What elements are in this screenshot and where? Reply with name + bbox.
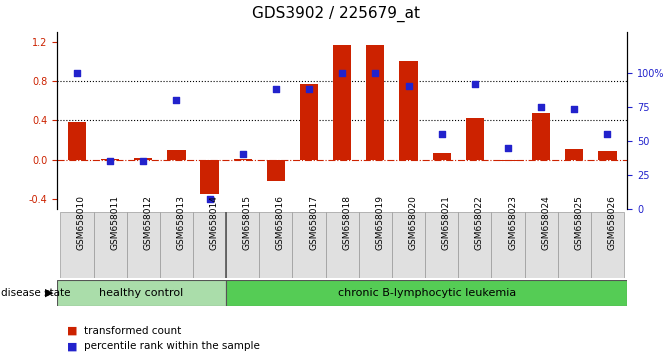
Text: GSM658026: GSM658026 [607, 195, 617, 250]
Text: percentile rank within the sample: percentile rank within the sample [84, 341, 260, 351]
Bar [160, 212, 193, 278]
Text: GSM658016: GSM658016 [276, 195, 285, 250]
Bar [433, 153, 451, 160]
Bar [293, 212, 325, 278]
Bar [201, 160, 219, 194]
Text: healthy control: healthy control [99, 288, 184, 298]
Bar [300, 84, 318, 160]
Point [470, 81, 480, 86]
Text: GSM658024: GSM658024 [541, 195, 550, 250]
Bar [591, 212, 624, 278]
Bar [558, 212, 591, 278]
Text: GSM658019: GSM658019 [375, 195, 384, 250]
Bar [491, 212, 525, 278]
Text: transformed count: transformed count [84, 326, 181, 336]
Text: GSM658017: GSM658017 [309, 195, 318, 250]
Text: GSM658012: GSM658012 [143, 195, 152, 250]
Point [436, 131, 447, 137]
Bar [226, 212, 259, 278]
Bar [565, 149, 584, 160]
Point [503, 145, 513, 150]
Bar [466, 118, 484, 160]
Bar [267, 160, 285, 181]
Text: ▶: ▶ [46, 288, 54, 298]
Text: GSM658025: GSM658025 [574, 195, 583, 250]
Bar [93, 212, 127, 278]
Text: GDS3902 / 225679_at: GDS3902 / 225679_at [252, 5, 419, 22]
Bar [259, 212, 293, 278]
Bar [60, 212, 93, 278]
Point [270, 86, 281, 92]
Bar [392, 212, 425, 278]
Bar [359, 212, 392, 278]
Bar [167, 150, 185, 160]
Point [304, 86, 315, 92]
Bar [458, 212, 491, 278]
Bar [399, 61, 417, 160]
Point [569, 107, 580, 112]
Text: GSM658022: GSM658022 [475, 195, 484, 250]
Point [602, 131, 613, 137]
Text: ■: ■ [67, 326, 78, 336]
Text: GSM658015: GSM658015 [243, 195, 252, 250]
Bar [127, 212, 160, 278]
Bar [366, 45, 384, 160]
Point [204, 196, 215, 202]
Bar [101, 159, 119, 160]
Text: GSM658011: GSM658011 [110, 195, 119, 250]
Text: GSM658020: GSM658020 [409, 195, 417, 250]
Point [337, 70, 348, 75]
Bar [525, 212, 558, 278]
Text: chronic B-lymphocytic leukemia: chronic B-lymphocytic leukemia [338, 288, 516, 298]
Bar [226, 280, 627, 306]
Text: GSM658023: GSM658023 [508, 195, 517, 250]
Bar [57, 280, 226, 306]
Point [138, 158, 148, 164]
Text: GSM658018: GSM658018 [342, 195, 351, 250]
Bar [325, 212, 359, 278]
Point [403, 84, 414, 89]
Point [105, 158, 115, 164]
Text: GSM658010: GSM658010 [77, 195, 86, 250]
Bar [134, 158, 152, 160]
Bar [599, 151, 617, 160]
Text: GSM658013: GSM658013 [176, 195, 185, 250]
Bar [234, 159, 252, 160]
Point [72, 70, 83, 75]
Bar [499, 160, 517, 161]
Text: GSM658014: GSM658014 [209, 195, 219, 250]
Text: GSM658021: GSM658021 [442, 195, 451, 250]
Bar [425, 212, 458, 278]
Point [238, 152, 248, 157]
Point [536, 104, 547, 110]
Point [171, 97, 182, 103]
Bar [68, 122, 86, 160]
Point [370, 70, 380, 75]
Text: disease state: disease state [1, 288, 70, 298]
Bar [333, 45, 352, 160]
Text: ■: ■ [67, 341, 78, 351]
Bar [193, 212, 226, 278]
Bar [532, 114, 550, 160]
